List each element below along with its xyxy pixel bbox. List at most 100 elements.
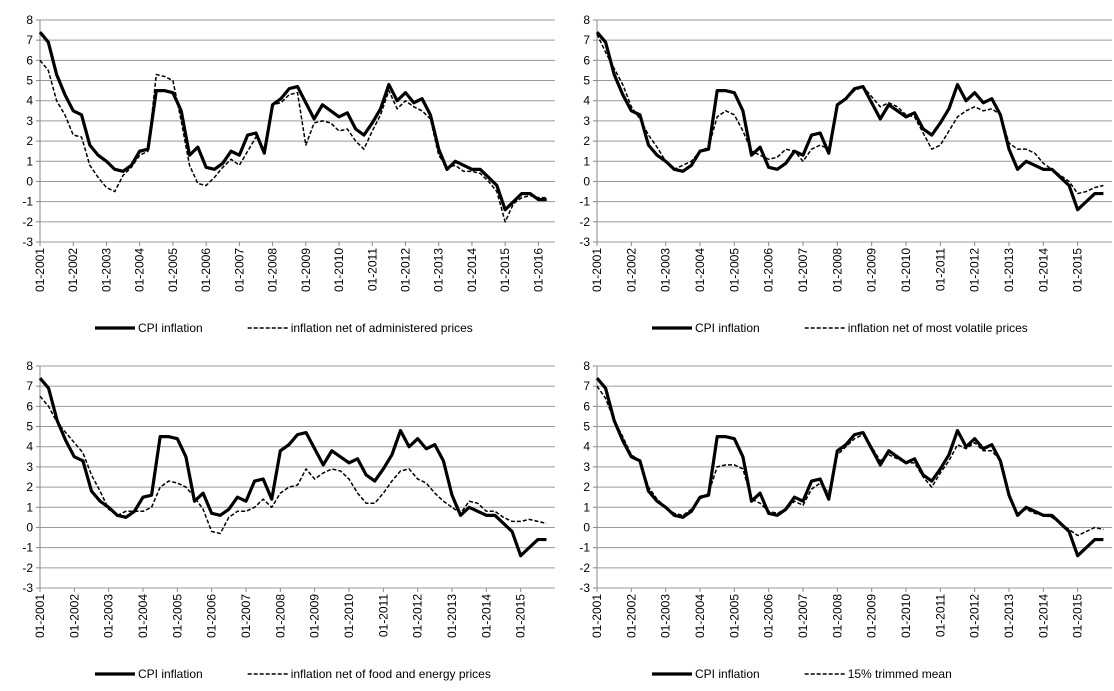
legend-label: inflation net of food and energy prices — [291, 667, 491, 681]
y-tick-label: 2 — [583, 134, 590, 148]
x-tick-label: 01-2001 — [590, 594, 604, 638]
y-tick-label: -1 — [579, 541, 590, 555]
x-tick-label: 01-2002 — [624, 594, 638, 638]
legend-label: CPI inflation — [695, 321, 760, 335]
x-tick-label: 01-2008 — [266, 248, 280, 292]
x-tick-label: 01-2012 — [411, 594, 425, 638]
x-tick-label: 01-2001 — [33, 594, 47, 638]
y-tick-label: 5 — [26, 74, 33, 88]
x-tick-label: 01-2010 — [899, 248, 913, 292]
x-tick-label: 01-2003 — [659, 594, 673, 638]
y-tick-label: -3 — [579, 235, 590, 249]
y-tick-label: -2 — [22, 215, 33, 229]
x-tick-label: 01-2006 — [762, 594, 776, 638]
legend-label: inflation net of administered prices — [291, 321, 473, 335]
x-tick-label: 01-2015 — [1071, 594, 1085, 638]
x-tick-label: 01-2013 — [1002, 248, 1016, 292]
x-tick-label: 01-2002 — [624, 248, 638, 292]
x-tick-label: 01-2008 — [273, 594, 287, 638]
x-tick-label: 01-2001 — [33, 248, 47, 292]
y-tick-label: 3 — [583, 114, 590, 128]
x-tick-label: 01-2016 — [531, 248, 545, 292]
y-tick-label: 0 — [26, 520, 33, 534]
x-tick-label: 01-2007 — [796, 248, 810, 292]
x-tick-label: 01-2002 — [66, 248, 80, 292]
y-tick-label: 4 — [26, 440, 33, 454]
y-tick-label: -2 — [22, 561, 33, 575]
y-tick-label: 4 — [583, 440, 590, 454]
y-tick-label: 5 — [583, 74, 590, 88]
y-tick-label: 5 — [26, 420, 33, 434]
x-tick-label: 01-2009 — [865, 594, 879, 638]
x-tick-label: 01-2012 — [398, 248, 412, 292]
series-line — [39, 395, 547, 535]
y-tick-label: 6 — [26, 399, 33, 413]
y-tick-label: 1 — [583, 154, 590, 168]
x-tick-label: 01-2005 — [727, 594, 741, 638]
x-tick-label: 01-2004 — [136, 594, 150, 638]
legend-label: CPI inflation — [138, 667, 203, 681]
y-tick-label: 0 — [583, 520, 590, 534]
y-tick-label: 1 — [26, 500, 33, 514]
x-tick-label: 01-2011 — [376, 594, 390, 637]
x-tick-label: 01-2009 — [308, 594, 322, 638]
y-tick-label: 1 — [583, 500, 590, 514]
x-tick-label: 01-2010 — [342, 594, 356, 638]
series-line — [38, 31, 547, 212]
y-tick-label: 4 — [583, 94, 590, 108]
x-tick-label: 01-2004 — [693, 248, 707, 292]
y-tick-label: 1 — [26, 154, 33, 168]
x-tick-label: 01-2004 — [133, 248, 147, 292]
x-tick-label: 01-2013 — [1002, 594, 1016, 638]
x-tick-label: 01-2005 — [727, 248, 741, 292]
legend-label: CPI inflation — [695, 667, 760, 681]
x-tick-label: 01-2006 — [205, 594, 219, 638]
x-tick-label: 01-2005 — [166, 248, 180, 292]
x-tick-label: 01-2014 — [1036, 248, 1050, 292]
y-tick-label: 7 — [26, 379, 33, 393]
series-line — [595, 377, 1104, 558]
x-tick-label: 01-2011 — [933, 248, 947, 291]
y-tick-label: -3 — [22, 235, 33, 249]
legend-label: CPI inflation — [138, 321, 203, 335]
x-tick-label: 01-2015 — [498, 248, 512, 292]
y-tick-label: -3 — [579, 581, 590, 595]
x-tick-label: 01-2015 — [514, 594, 528, 638]
series-line — [595, 31, 1104, 212]
x-tick-label: 01-2009 — [299, 248, 313, 292]
x-tick-label: 01-2008 — [830, 594, 844, 638]
y-tick-label: -1 — [22, 195, 33, 209]
legend-label: 15% trimmed mean — [848, 667, 952, 681]
y-tick-label: 3 — [26, 114, 33, 128]
x-tick-label: 01-2007 — [232, 248, 246, 292]
y-tick-label: 2 — [26, 134, 33, 148]
y-tick-label: 5 — [583, 420, 590, 434]
x-tick-label: 01-2015 — [1071, 248, 1085, 292]
y-tick-label: 4 — [26, 94, 33, 108]
series-line — [38, 377, 547, 558]
x-tick-label: 01-2011 — [933, 594, 947, 637]
x-tick-label: 01-2013 — [445, 594, 459, 638]
series-line — [39, 59, 547, 223]
x-tick-label: 01-2012 — [968, 248, 982, 292]
y-tick-label: -1 — [22, 541, 33, 555]
x-tick-label: 01-2003 — [102, 594, 116, 638]
x-tick-label: 01-2002 — [67, 594, 81, 638]
x-tick-label: 01-2006 — [199, 248, 213, 292]
x-tick-label: 01-2003 — [99, 248, 113, 292]
y-tick-label: 6 — [583, 399, 590, 413]
y-tick-label: 8 — [583, 13, 590, 27]
x-tick-label: 01-2004 — [693, 594, 707, 638]
y-tick-label: -2 — [579, 561, 590, 575]
legend-label: inflation net of most volatile prices — [848, 321, 1028, 335]
x-tick-label: 01-2013 — [432, 248, 446, 292]
x-tick-label: 01-2006 — [762, 248, 776, 292]
x-tick-label: 01-2005 — [170, 594, 184, 638]
y-tick-label: -3 — [22, 581, 33, 595]
x-tick-label: 01-2014 — [479, 594, 493, 638]
x-tick-label: 01-2014 — [1036, 594, 1050, 638]
x-tick-label: 01-2010 — [899, 594, 913, 638]
x-tick-label: 01-2007 — [239, 594, 253, 638]
x-tick-label: 01-2010 — [332, 248, 346, 292]
